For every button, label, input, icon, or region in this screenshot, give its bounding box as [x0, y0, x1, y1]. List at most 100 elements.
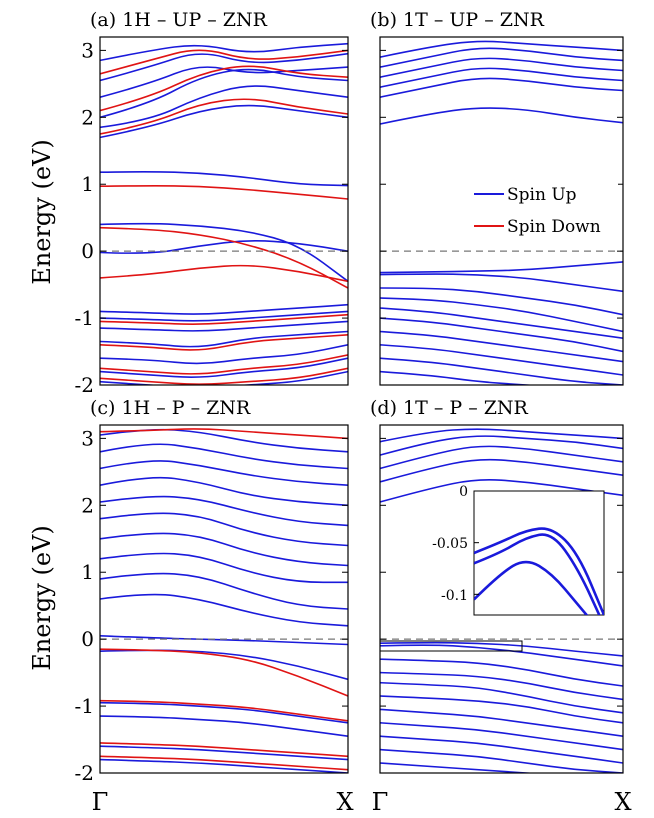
panel-bands [100, 42, 348, 385]
spin-up-band [380, 370, 538, 385]
spin-down-band [100, 699, 348, 722]
spin-down-band [100, 354, 348, 375]
spin-up-band [100, 240, 348, 254]
spin-down-band [100, 98, 348, 135]
spin-up-band [100, 758, 348, 773]
ylabel-top: Energy (eV) [28, 139, 56, 284]
spin-up-band [100, 85, 348, 129]
ytick-label: 0 [81, 239, 94, 263]
spin-up-band [100, 330, 348, 348]
spin-up-band [380, 273, 623, 293]
panel-c-title: (c) 1H – P – ZNR [90, 397, 251, 419]
spin-down-band [100, 755, 348, 771]
spin-up-band [380, 695, 623, 724]
xtick-gamma-right: Γ [372, 788, 389, 816]
spin-down-band [100, 428, 348, 440]
panel-d [379, 424, 624, 774]
inset-band [474, 533, 601, 615]
spin-down-band [100, 367, 348, 385]
inset-frame [473, 490, 605, 616]
inset-band [474, 527, 604, 615]
panel-bands [380, 428, 623, 773]
legend-box [470, 176, 618, 238]
spin-up-band [100, 42, 348, 62]
spin-up-band [380, 261, 623, 274]
panel-b [379, 36, 624, 386]
spin-down-band [100, 65, 348, 112]
spin-up-band [380, 748, 623, 773]
spin-up-band [100, 495, 348, 527]
spin-up-band [100, 171, 348, 187]
ytick-label: 1 [81, 560, 94, 584]
panel-a-title: (a) 1H – UP – ZNR [90, 9, 268, 31]
spin-up-band [100, 715, 348, 737]
spin-up-band [380, 428, 623, 443]
spin-up-band [380, 722, 623, 751]
spin-down-band [100, 334, 348, 351]
ytick-label: -1 [75, 306, 94, 330]
xtick-x-left: X [336, 788, 353, 816]
panel-frame [379, 424, 624, 774]
spin-up-band [380, 671, 623, 701]
spin-up-band [380, 297, 623, 333]
spin-up-band [380, 478, 623, 503]
inset-ytick-01: -0.1 [441, 588, 468, 604]
spin-up-band [380, 47, 623, 68]
spin-up-band [380, 57, 623, 78]
spin-down-band [100, 742, 348, 758]
inset-plot: 0 -0.05 -0.1 [432, 484, 605, 616]
ytick-label: 1 [81, 172, 94, 196]
inset-band [474, 560, 589, 615]
spin-up-band [100, 701, 348, 724]
inset-ytick-005: -0.05 [432, 536, 468, 552]
spin-up-band [100, 428, 348, 453]
ytick-label: 2 [81, 493, 94, 517]
spin-up-band [100, 593, 348, 627]
legend-spin-up: Spin Up [507, 185, 577, 205]
spin-up-band [380, 307, 623, 339]
spin-down-band [100, 313, 348, 325]
spin-up-band [380, 435, 623, 456]
ytick-label: -2 [75, 373, 94, 397]
spin-up-band [100, 52, 348, 82]
spin-up-band [100, 370, 348, 385]
spin-up-band [380, 40, 623, 58]
spin-up-band [100, 512, 348, 547]
spin-up-band [380, 77, 623, 98]
inset-zoom-region [379, 640, 523, 652]
ytick-label: 2 [81, 105, 94, 129]
spin-up-band [380, 357, 623, 385]
spin-down-band [100, 264, 348, 283]
spin-up-band [100, 552, 348, 584]
spin-up-band [100, 68, 348, 119]
spin-up-band [100, 443, 348, 470]
spin-up-band [380, 107, 623, 125]
panel-frame [99, 424, 349, 774]
spin-down-band [100, 49, 348, 75]
panel-bands [100, 428, 348, 773]
panel-a: 3 2 1 0 -1 -2 [75, 36, 349, 397]
spin-up-band [100, 572, 348, 610]
xtick-gamma-left: Γ [92, 788, 109, 816]
spin-down-band [100, 648, 348, 697]
spin-up-band [380, 344, 623, 376]
spin-up-band [380, 445, 623, 470]
spin-up-band [100, 344, 348, 365]
spin-up-band [380, 735, 623, 764]
panel-b-title: (b) 1T – UP – ZNR [370, 9, 545, 31]
spin-up-band [100, 532, 348, 567]
spin-up-band [380, 708, 623, 737]
spin-up-band [100, 303, 348, 315]
spin-up-band [100, 310, 348, 322]
spin-up-band [100, 635, 348, 646]
spin-up-band [100, 320, 348, 332]
spin-up-band [380, 67, 623, 88]
spin-up-band [380, 641, 623, 657]
panel-bands [380, 40, 623, 385]
legend: Spin Up Spin Down [470, 176, 618, 238]
panel-d-title: (d) 1T – P – ZNR [370, 397, 529, 419]
spin-up-band [380, 644, 623, 667]
panel-c: 3 2 1 0 -1 -2 [75, 424, 349, 785]
spin-up-band [380, 317, 623, 353]
